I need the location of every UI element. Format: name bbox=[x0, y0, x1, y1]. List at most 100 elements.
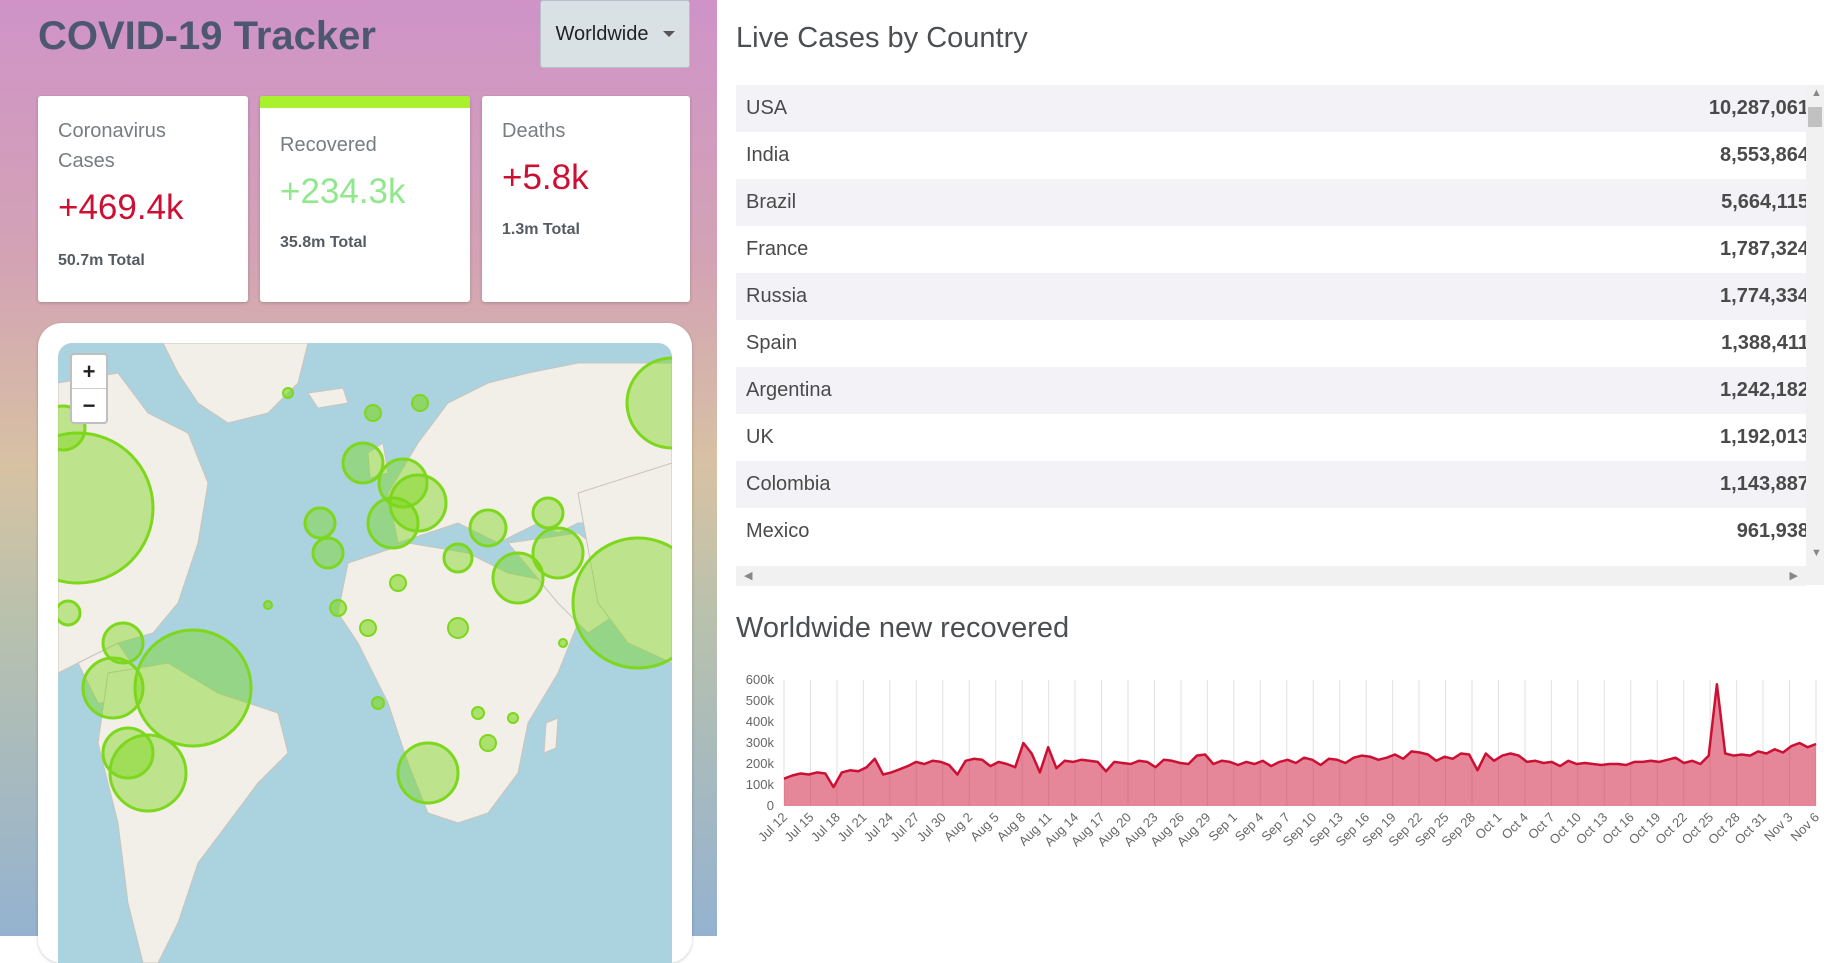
iceland-land bbox=[307, 387, 349, 409]
argentina-circle bbox=[108, 733, 188, 813]
scroll-left-icon[interactable]: ◀ bbox=[744, 570, 753, 582]
left-panel: COVID-19 Tracker Worldwide Coronavirus C… bbox=[0, 0, 717, 963]
morocco-circle bbox=[311, 536, 345, 570]
peru-circle bbox=[81, 656, 145, 720]
recovered-label: Recovered bbox=[280, 134, 377, 156]
deaths-total: 1.3m Total bbox=[502, 221, 580, 238]
x-tick-label: Jul 15 bbox=[781, 810, 816, 845]
x-tick-label: Sep 1 bbox=[1205, 810, 1240, 845]
country-name: Spain bbox=[746, 332, 798, 354]
table-row: Colombia 1,143,887 bbox=[736, 461, 1821, 508]
map-zoom-control: + − bbox=[70, 353, 108, 424]
recovered-chart: 0 100k 200k 300k 400k 500k 600k Jul 12 Jul 15 Ju… bbox=[736, 660, 1826, 936]
small-circle bbox=[479, 734, 497, 752]
x-tick-label: Jul 24 bbox=[861, 810, 896, 845]
table-row: UK 1,192,013 bbox=[736, 414, 1821, 461]
app-title: COVID-19 Tracker bbox=[38, 14, 376, 58]
country-name: Colombia bbox=[746, 473, 831, 495]
small-circle bbox=[471, 706, 485, 720]
small-circle bbox=[282, 387, 294, 399]
recovered-card[interactable]: Recovered +234.3k 35.8m Total bbox=[260, 96, 470, 302]
deaths-today: +5.8k bbox=[502, 158, 589, 197]
zoom-out-button[interactable]: − bbox=[72, 388, 106, 422]
recovered-today: +234.3k bbox=[280, 172, 406, 211]
small-circle bbox=[359, 619, 377, 637]
cases-table[interactable]: USA 10,287,061 India 8,553,864 Brazil 5,664… bbox=[736, 85, 1821, 557]
france-circle bbox=[366, 496, 420, 550]
case-circles bbox=[58, 356, 672, 813]
x-tick-label: Oct 4 bbox=[1498, 810, 1531, 843]
small-case-circles bbox=[263, 387, 568, 752]
india-circle bbox=[571, 536, 672, 670]
y-tick-label: 400k bbox=[746, 714, 775, 729]
country-select[interactable]: Worldwide bbox=[540, 0, 690, 68]
country-cases: 5,664,115 bbox=[1721, 191, 1809, 213]
south-africa-circle bbox=[396, 741, 460, 805]
north-america-land bbox=[58, 372, 209, 674]
scroll-down-icon[interactable]: ▼ bbox=[1811, 547, 1822, 559]
x-tick-label: Jul 30 bbox=[914, 810, 949, 845]
small-circle bbox=[558, 638, 568, 648]
country-cases: 1,388,411 bbox=[1721, 332, 1809, 354]
small-circle bbox=[507, 712, 519, 724]
y-tick-label: 500k bbox=[746, 693, 775, 708]
landmasses bbox=[58, 343, 672, 963]
world-map[interactable]: + − bbox=[58, 343, 672, 963]
country-cases: 1,192,013 bbox=[1720, 426, 1809, 448]
recovered-total: 35.8m Total bbox=[280, 234, 367, 251]
small-circle bbox=[371, 696, 385, 710]
country-name: USA bbox=[746, 97, 788, 119]
table-vertical-scrollbar[interactable]: ▲ ▼ bbox=[1806, 85, 1824, 585]
table-row: Argentina 1,242,182 bbox=[736, 367, 1821, 414]
map-card: + − bbox=[38, 323, 692, 963]
scrollbar-thumb[interactable] bbox=[1808, 107, 1822, 127]
table-row: France 1,787,324 bbox=[736, 226, 1821, 273]
uk-circle bbox=[341, 441, 385, 485]
y-tick-label: 300k bbox=[746, 735, 775, 750]
zoom-in-button[interactable]: + bbox=[82, 359, 96, 384]
chevron-down-icon bbox=[662, 31, 675, 37]
x-tick-label: Nov 6 bbox=[1787, 810, 1822, 845]
x-tick-label: Jul 21 bbox=[834, 810, 869, 845]
y-tick-label: 0 bbox=[767, 798, 774, 813]
scroll-up-icon[interactable]: ▲ bbox=[1811, 87, 1822, 99]
egypt-circle bbox=[442, 542, 474, 574]
small-circle bbox=[447, 617, 469, 639]
table-row: Spain 1,388,411 bbox=[736, 320, 1821, 367]
deaths-label: Deaths bbox=[502, 120, 566, 142]
country-cases: 8,553,864 bbox=[1720, 144, 1809, 166]
country-cases: 961,938 bbox=[1736, 520, 1809, 542]
small-circle bbox=[329, 599, 347, 617]
pakistan-circle bbox=[531, 526, 585, 580]
cases-total: 50.7m Total bbox=[58, 252, 145, 269]
x-tick-label: Sep 4 bbox=[1232, 810, 1267, 845]
map-canvas bbox=[58, 343, 672, 963]
south-america-land bbox=[97, 662, 289, 963]
y-tick-label: 200k bbox=[746, 756, 775, 771]
x-tick-label: Nov 3 bbox=[1761, 810, 1796, 845]
brazil-circle bbox=[133, 628, 253, 748]
spain-circle bbox=[303, 506, 337, 540]
cases-card[interactable]: Coronavirus Cases +469.4k 50.7m Total bbox=[38, 96, 248, 302]
cases-today: +469.4k bbox=[58, 188, 184, 227]
table-row: USA 10,287,061 bbox=[736, 85, 1821, 132]
mexico-circle bbox=[58, 599, 82, 627]
cases-label: Coronavirus Cases bbox=[58, 120, 166, 172]
x-tick-label: Jul 12 bbox=[755, 810, 790, 845]
small-circle bbox=[263, 600, 273, 610]
table-title: Live Cases by Country bbox=[736, 22, 1028, 54]
usa-circle bbox=[58, 431, 155, 585]
country-name: Mexico bbox=[746, 520, 810, 542]
table-horizontal-scrollbar[interactable]: ◀ ▶ bbox=[736, 566, 1806, 586]
chile-circle bbox=[101, 726, 155, 780]
colombia-circle bbox=[101, 621, 145, 665]
table-row: Mexico 961,938 bbox=[736, 508, 1821, 555]
asia-land bbox=[577, 462, 672, 664]
country-name: Argentina bbox=[746, 379, 832, 401]
deaths-card[interactable]: Deaths +5.8k 1.3m Total bbox=[482, 96, 690, 302]
series-line bbox=[783, 682, 1817, 789]
country-cases: 10,287,061 bbox=[1708, 97, 1809, 119]
chart-title: Worldwide new recovered bbox=[736, 612, 1070, 644]
scroll-right-icon[interactable]: ▶ bbox=[1789, 570, 1798, 582]
